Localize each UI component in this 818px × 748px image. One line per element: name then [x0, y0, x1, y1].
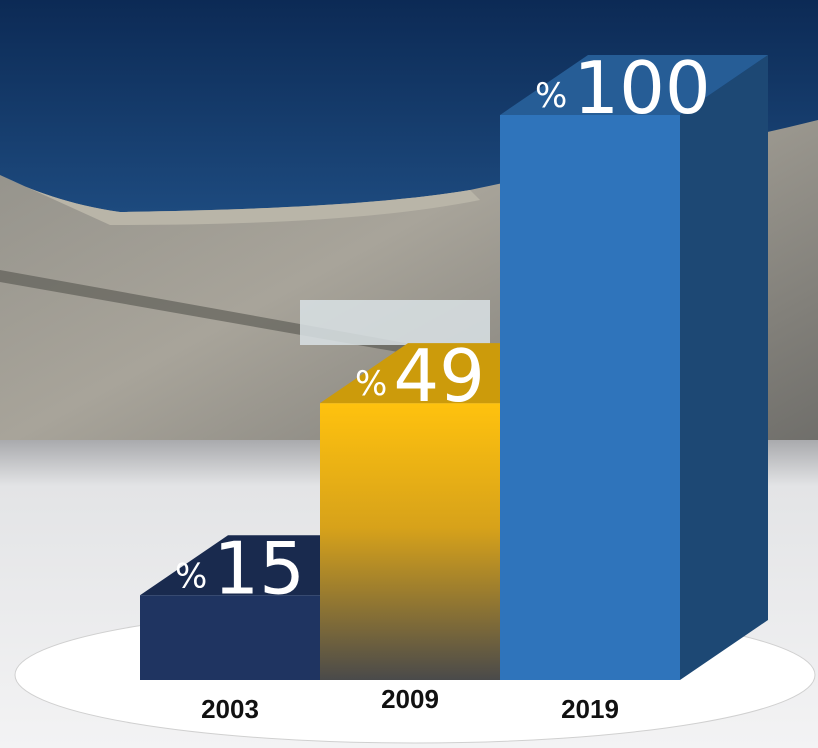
bar [500, 115, 680, 680]
chart: %152003%492009%1002019 [0, 0, 818, 748]
x-tick-label: 2003 [201, 694, 259, 724]
bar [320, 403, 500, 680]
x-tick-label: 2019 [561, 694, 619, 724]
x-tick-label: 2009 [381, 684, 439, 714]
bar-side [680, 55, 768, 680]
